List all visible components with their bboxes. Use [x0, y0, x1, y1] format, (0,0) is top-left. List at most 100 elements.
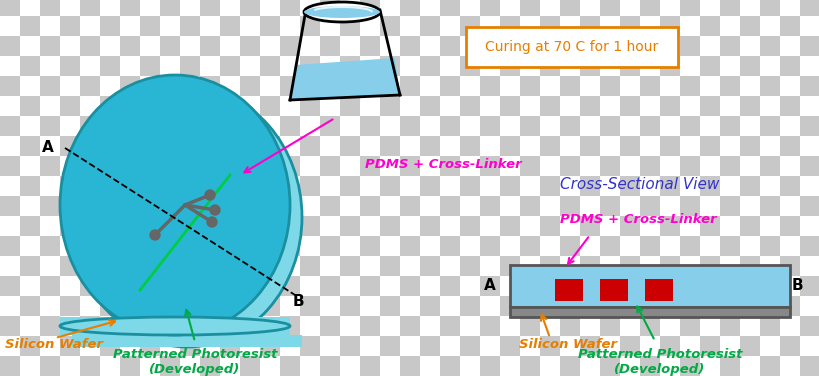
- Bar: [160, 236, 180, 256]
- Bar: [200, 56, 219, 76]
- Bar: [20, 136, 40, 156]
- Bar: [260, 176, 279, 196]
- Bar: [679, 16, 699, 36]
- Bar: [679, 0, 699, 16]
- Bar: [459, 336, 479, 356]
- Bar: [639, 216, 659, 236]
- Bar: [200, 336, 219, 356]
- Bar: [340, 236, 360, 256]
- Bar: [360, 296, 379, 316]
- Bar: [619, 316, 639, 336]
- Bar: [279, 216, 300, 236]
- Bar: [459, 116, 479, 136]
- Bar: [279, 276, 300, 296]
- Bar: [379, 236, 400, 256]
- Bar: [120, 56, 140, 76]
- Bar: [440, 276, 459, 296]
- Bar: [719, 256, 739, 276]
- Bar: [200, 316, 219, 336]
- Bar: [360, 136, 379, 156]
- Bar: [459, 296, 479, 316]
- Text: Curing at 70 C for 1 hour: Curing at 70 C for 1 hour: [485, 40, 658, 54]
- Bar: [559, 56, 579, 76]
- Bar: [459, 236, 479, 256]
- Bar: [500, 16, 519, 36]
- Bar: [719, 176, 739, 196]
- Bar: [739, 136, 759, 156]
- Bar: [579, 36, 600, 56]
- Bar: [619, 196, 639, 216]
- Bar: [219, 76, 240, 96]
- Bar: [20, 176, 40, 196]
- Bar: [519, 276, 540, 296]
- Bar: [519, 336, 540, 356]
- Bar: [699, 236, 719, 256]
- Bar: [419, 36, 440, 56]
- Bar: [340, 356, 360, 376]
- Bar: [779, 336, 799, 356]
- Bar: [300, 76, 319, 96]
- Bar: [180, 96, 200, 116]
- Bar: [200, 96, 219, 116]
- Bar: [479, 336, 500, 356]
- Bar: [180, 236, 200, 256]
- Bar: [440, 296, 459, 316]
- Bar: [279, 16, 300, 36]
- Bar: [500, 156, 519, 176]
- Bar: [679, 156, 699, 176]
- Bar: [20, 56, 40, 76]
- Bar: [500, 296, 519, 316]
- Bar: [479, 156, 500, 176]
- Bar: [659, 136, 679, 156]
- Bar: [540, 276, 559, 296]
- Bar: [540, 356, 559, 376]
- Bar: [419, 156, 440, 176]
- Bar: [459, 96, 479, 116]
- Bar: [519, 236, 540, 256]
- Bar: [319, 356, 340, 376]
- Text: Patterned Photoresist
(Developed): Patterned Photoresist (Developed): [577, 348, 741, 376]
- Bar: [479, 76, 500, 96]
- Bar: [40, 116, 60, 136]
- Bar: [699, 16, 719, 36]
- Circle shape: [205, 190, 215, 200]
- Bar: [279, 156, 300, 176]
- Bar: [80, 56, 100, 76]
- Bar: [20, 116, 40, 136]
- Bar: [440, 156, 459, 176]
- Bar: [600, 296, 619, 316]
- Bar: [759, 176, 779, 196]
- Bar: [379, 356, 400, 376]
- Bar: [60, 36, 80, 56]
- Bar: [160, 216, 180, 236]
- Bar: [300, 276, 319, 296]
- Bar: [0, 176, 20, 196]
- Bar: [140, 0, 160, 16]
- Bar: [180, 216, 200, 236]
- Bar: [500, 256, 519, 276]
- Bar: [340, 316, 360, 336]
- Bar: [759, 56, 779, 76]
- Bar: [559, 176, 579, 196]
- Bar: [219, 36, 240, 56]
- Bar: [120, 236, 140, 256]
- Bar: [639, 256, 659, 276]
- Bar: [519, 36, 540, 56]
- Bar: [60, 256, 80, 276]
- Bar: [759, 0, 779, 16]
- Bar: [679, 256, 699, 276]
- Bar: [260, 116, 279, 136]
- Bar: [60, 56, 80, 76]
- Bar: [360, 256, 379, 276]
- Bar: [619, 256, 639, 276]
- Bar: [160, 16, 180, 36]
- Bar: [72, 335, 301, 347]
- Bar: [719, 76, 739, 96]
- Bar: [540, 96, 559, 116]
- Bar: [80, 36, 100, 56]
- Ellipse shape: [304, 2, 379, 22]
- Bar: [699, 256, 719, 276]
- Bar: [579, 296, 600, 316]
- Bar: [319, 176, 340, 196]
- Bar: [240, 176, 260, 196]
